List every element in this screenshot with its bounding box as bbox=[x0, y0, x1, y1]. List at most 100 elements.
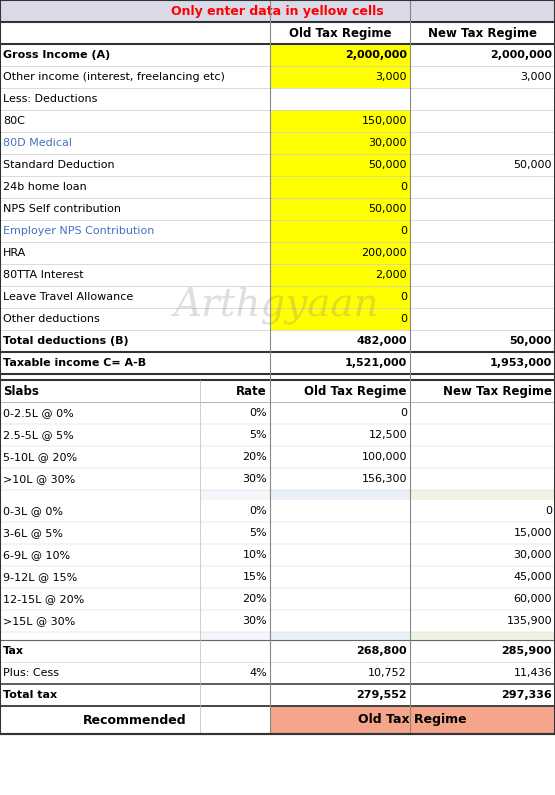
Text: Gross Income (A): Gross Income (A) bbox=[3, 50, 110, 60]
Text: 15,000: 15,000 bbox=[513, 528, 552, 538]
Bar bbox=[0, 44, 270, 66]
Bar bbox=[410, 544, 555, 566]
Bar bbox=[200, 402, 270, 424]
Text: 30%: 30% bbox=[243, 616, 267, 626]
Text: 11,436: 11,436 bbox=[513, 668, 552, 678]
Bar bbox=[270, 588, 410, 610]
Bar bbox=[0, 308, 270, 330]
Bar bbox=[410, 264, 555, 286]
Text: 15%: 15% bbox=[243, 572, 267, 582]
Text: Other deductions: Other deductions bbox=[3, 314, 100, 324]
Bar bbox=[410, 352, 555, 374]
Text: HRA: HRA bbox=[3, 248, 26, 258]
Text: NPS Self contribution: NPS Self contribution bbox=[3, 204, 121, 214]
Text: New Tax Regime: New Tax Regime bbox=[428, 26, 537, 40]
Text: Slabs: Slabs bbox=[3, 385, 39, 398]
Text: 45,000: 45,000 bbox=[513, 572, 552, 582]
Bar bbox=[410, 88, 555, 110]
Bar bbox=[410, 446, 555, 468]
Text: 80TTA Interest: 80TTA Interest bbox=[3, 270, 84, 280]
Bar bbox=[0, 352, 270, 374]
Bar bbox=[270, 500, 410, 522]
Text: 200,000: 200,000 bbox=[361, 248, 407, 258]
Text: 1,521,000: 1,521,000 bbox=[345, 358, 407, 368]
Text: 30%: 30% bbox=[243, 474, 267, 484]
Text: 9-12L @ 15%: 9-12L @ 15% bbox=[3, 572, 77, 582]
Text: 0: 0 bbox=[400, 182, 407, 192]
Bar bbox=[0, 588, 200, 610]
Bar bbox=[270, 522, 410, 544]
Bar bbox=[0, 110, 270, 132]
Text: New Tax Regime: New Tax Regime bbox=[443, 385, 552, 398]
Text: 10,752: 10,752 bbox=[369, 668, 407, 678]
Bar bbox=[410, 380, 555, 734]
Bar bbox=[0, 640, 200, 662]
Bar bbox=[0, 446, 200, 468]
Text: 50,000: 50,000 bbox=[369, 160, 407, 170]
Bar bbox=[0, 0, 555, 22]
Bar bbox=[270, 402, 410, 424]
Bar bbox=[200, 588, 270, 610]
Text: 12,500: 12,500 bbox=[369, 430, 407, 440]
Text: 80D Medical: 80D Medical bbox=[3, 138, 72, 148]
Text: 0: 0 bbox=[400, 226, 407, 236]
Text: Rate: Rate bbox=[236, 385, 267, 398]
Text: 5-10L @ 20%: 5-10L @ 20% bbox=[3, 452, 77, 462]
Bar bbox=[410, 640, 555, 662]
Text: 5%: 5% bbox=[249, 430, 267, 440]
Bar bbox=[200, 640, 270, 662]
Text: 3,000: 3,000 bbox=[521, 72, 552, 82]
Bar bbox=[410, 380, 555, 402]
Text: 482,000: 482,000 bbox=[356, 336, 407, 346]
Text: 12-15L @ 20%: 12-15L @ 20% bbox=[3, 594, 84, 604]
Bar bbox=[270, 662, 410, 684]
Bar bbox=[270, 566, 410, 588]
Bar bbox=[0, 66, 270, 88]
Bar bbox=[410, 610, 555, 632]
Text: 285,900: 285,900 bbox=[502, 646, 552, 656]
Bar bbox=[0, 264, 270, 286]
Bar bbox=[410, 468, 555, 490]
Text: 2,000,000: 2,000,000 bbox=[490, 50, 552, 60]
Text: 24b home loan: 24b home loan bbox=[3, 182, 87, 192]
Text: Standard Deduction: Standard Deduction bbox=[3, 160, 115, 170]
Bar bbox=[0, 566, 200, 588]
Bar bbox=[270, 640, 410, 662]
Bar bbox=[270, 308, 410, 330]
Text: 50,000: 50,000 bbox=[509, 336, 552, 346]
Text: 2,000: 2,000 bbox=[375, 270, 407, 280]
Text: 20%: 20% bbox=[242, 594, 267, 604]
Bar bbox=[410, 684, 555, 706]
Text: 0: 0 bbox=[545, 506, 552, 516]
Bar bbox=[0, 220, 270, 242]
Bar bbox=[0, 286, 270, 308]
Bar bbox=[270, 198, 410, 220]
Bar bbox=[200, 468, 270, 490]
Bar bbox=[200, 662, 270, 684]
Bar bbox=[0, 132, 270, 154]
Bar bbox=[0, 424, 200, 446]
Bar bbox=[410, 44, 555, 66]
Bar bbox=[270, 446, 410, 468]
Text: Old Tax Regime: Old Tax Regime bbox=[305, 385, 407, 398]
Bar bbox=[270, 66, 410, 88]
Bar bbox=[200, 380, 270, 402]
Bar bbox=[270, 286, 410, 308]
Text: 3-6L @ 5%: 3-6L @ 5% bbox=[3, 528, 63, 538]
Bar bbox=[270, 264, 410, 286]
Bar bbox=[200, 500, 270, 522]
Bar bbox=[410, 176, 555, 198]
Text: Old Tax Regime: Old Tax Regime bbox=[358, 713, 467, 727]
Bar bbox=[200, 380, 270, 734]
Text: 0%: 0% bbox=[249, 506, 267, 516]
Bar bbox=[410, 242, 555, 264]
Bar bbox=[410, 308, 555, 330]
Bar bbox=[410, 110, 555, 132]
Text: Arthgyaan: Arthgyaan bbox=[174, 286, 380, 324]
Text: 0: 0 bbox=[400, 408, 407, 418]
Bar bbox=[0, 330, 270, 352]
Bar bbox=[0, 684, 200, 706]
Text: 30,000: 30,000 bbox=[513, 550, 552, 560]
Bar bbox=[270, 544, 410, 566]
Bar bbox=[270, 132, 410, 154]
